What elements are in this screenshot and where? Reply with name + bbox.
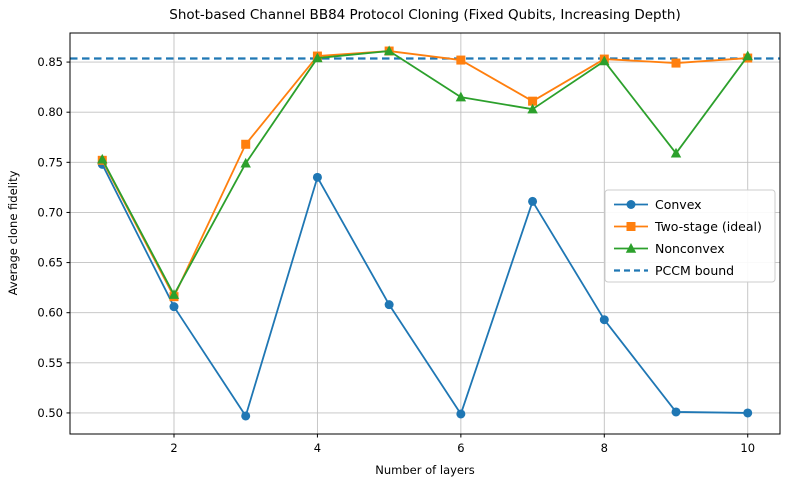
data-point-triangle-1 [97, 153, 108, 164]
legend-label: Two-stage (ideal) [654, 219, 762, 234]
data-point-square-3 [241, 139, 251, 149]
data-point-circle-6 [456, 409, 466, 419]
legend-marker-square [626, 222, 636, 231]
data-point-triangle-10 [742, 50, 753, 61]
y-tick-label: 0.75 [37, 155, 63, 169]
legend-label: Nonconvex [655, 241, 725, 256]
y-axis-label: Average clone fidelity [6, 170, 20, 295]
data-point-circle-7 [528, 196, 538, 206]
legend-entry: PCCM bound [614, 263, 734, 278]
data-point-circle-4 [312, 172, 322, 182]
series-line-two-stage-ideal- [101, 50, 748, 298]
x-tick-label: 6 [457, 441, 464, 455]
legend-box [604, 189, 776, 283]
data-point-circle-10 [743, 408, 753, 418]
data-point-triangle-7 [527, 103, 538, 114]
y-tick-label: 0.50 [37, 406, 63, 420]
data-point-triangle-5 [383, 45, 395, 56]
series-line-convex [101, 163, 748, 417]
x-axis-label: Number of layers [375, 463, 474, 477]
data-point-circle-2 [169, 302, 179, 312]
data-point-circle-5 [384, 300, 394, 310]
axes-layer: 2 4 6 8 10 0.50 0.55 0.60 0.65 0.70 0.75 0.80 0.85 [37, 32, 781, 455]
x-tick-label: 8 [601, 441, 608, 455]
plot-border [69, 32, 781, 435]
x-tick-label: 2 [170, 441, 177, 455]
legend-label: PCCM bound [655, 263, 734, 278]
series-layer [70, 45, 780, 421]
data-point-square-7 [528, 96, 538, 106]
legend-marker-triangle [625, 243, 637, 253]
data-point-circle-9 [671, 407, 681, 417]
legend: Convex Two-stage (ideal) Nonconvex PCCM bou… [604, 189, 776, 283]
y-tick-label: 0.65 [37, 256, 63, 270]
series-line-nonconvex [101, 50, 749, 296]
x-tick-label: 4 [314, 441, 321, 455]
data-point-triangle-8 [599, 55, 610, 66]
data-point-triangle-2 [168, 289, 180, 299]
legend-entry: Nonconvex [614, 241, 725, 256]
data-point-triangle-3 [240, 157, 251, 168]
y-tick-label: 0.55 [37, 356, 63, 370]
legend-marker-circle [626, 200, 636, 209]
y-tick-label: 0.70 [37, 205, 63, 219]
data-point-triangle-4 [312, 52, 323, 63]
y-tick-label: 0.80 [37, 105, 63, 119]
data-point-square-6 [456, 55, 466, 65]
chart-title: Shot-based Channel BB84 Protocol Cloning… [169, 7, 680, 23]
data-point-square-9 [671, 58, 681, 68]
y-tick-label: 0.60 [37, 306, 63, 320]
data-point-circle-8 [599, 315, 609, 325]
legend-label: Convex [655, 197, 702, 212]
data-point-circle-3 [241, 411, 251, 421]
y-tick-label: 0.85 [37, 55, 63, 69]
legend-entry: Two-stage (ideal) [614, 219, 762, 234]
data-point-triangle-6 [455, 91, 467, 102]
legend-entry: Convex [614, 197, 702, 212]
x-tick-label: 10 [740, 441, 755, 455]
data-point-triangle-9 [670, 147, 682, 158]
